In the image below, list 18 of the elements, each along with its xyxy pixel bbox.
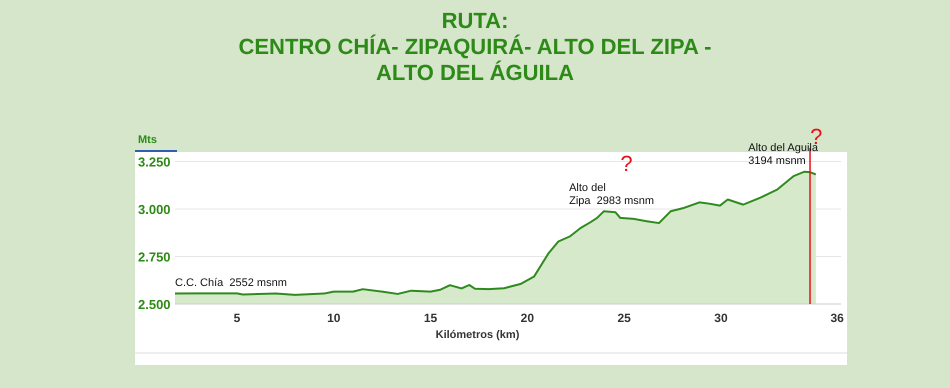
- y-axis-title: Mts: [138, 134, 157, 146]
- chart-title: RUTA: CENTRO CHÍA- ZIPAQUIRÁ- ALTO DEL ZIPA - ALTO DEL ÁGUILA: [238, 8, 712, 85]
- x-tick-label: 25: [617, 311, 632, 325]
- annotation: ?: [620, 151, 633, 176]
- annotation: Alto del Zipa 2983 msnm: [569, 182, 654, 208]
- y-tick-label: 3.250: [138, 154, 171, 170]
- x-axis-title: Kilómetros (km): [436, 329, 520, 341]
- x-tick-label: 36: [830, 311, 844, 325]
- y-tick-label: 2.750: [138, 250, 171, 264]
- annotation: C.C. Chía 2552 msnm: [175, 277, 287, 290]
- x-tick-label: 5: [234, 311, 241, 325]
- y-tick-label: 3.000: [138, 202, 171, 217]
- y-tick-label: 2.500: [138, 297, 171, 312]
- x-tick-label: 30: [714, 311, 728, 325]
- annotation: Alto del Aguila 3194 msnm: [748, 142, 819, 168]
- x-tick-label: 10: [327, 311, 341, 325]
- x-tick-label: 15: [424, 311, 438, 325]
- x-tick-label: 20: [520, 311, 534, 325]
